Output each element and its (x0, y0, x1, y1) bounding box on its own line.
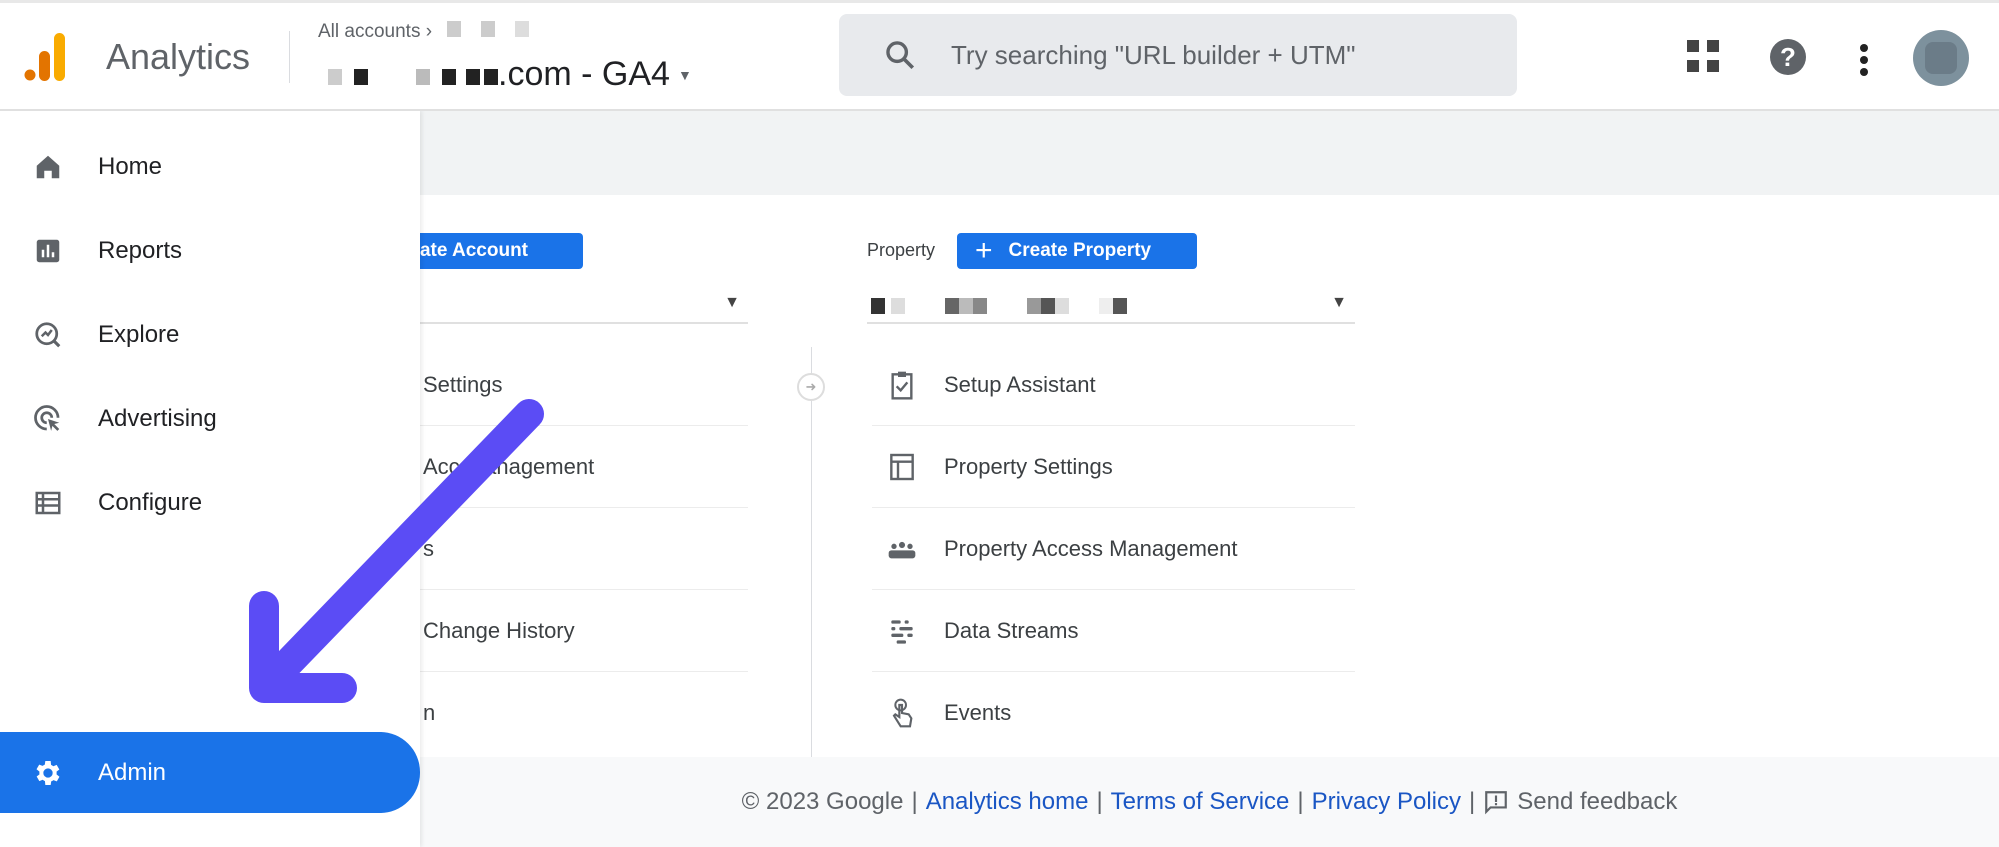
search-input[interactable]: Try searching "URL builder + UTM" (839, 14, 1517, 96)
sidebar-item-label: Reports (98, 237, 183, 264)
redacted-account-name (328, 55, 498, 94)
privacy-link[interactable]: Privacy Policy (1311, 788, 1461, 815)
property-menu-item[interactable]: Data Streams (872, 590, 1355, 672)
account-menu-item[interactable]: Change History (380, 590, 748, 672)
data-streams-icon (891, 619, 913, 644)
create-property-button[interactable]: + Create Property (957, 233, 1197, 269)
property-label: Property (867, 240, 936, 260)
advertising-icon (32, 403, 64, 435)
account-menu-item[interactable]: Acc Management (380, 426, 748, 508)
explore-icon (32, 319, 64, 351)
property-menu-item[interactable]: Events (872, 672, 1355, 754)
sidebar-item-label: Home (98, 153, 163, 180)
more-vert-icon[interactable] (1857, 43, 1871, 77)
sidebar-item-label: Explore (98, 321, 180, 348)
sidebar-item-configure[interactable]: Configure (0, 463, 420, 543)
sidebar-item-reports[interactable]: Reports (0, 211, 420, 291)
app-name: Analytics (106, 36, 251, 77)
help-icon[interactable]: ? (1770, 39, 1806, 75)
people-icon (888, 541, 916, 558)
property-menu-label: Property Settings (944, 453, 1113, 479)
terms-link[interactable]: Terms of Service (1110, 788, 1290, 815)
dropdown-arrow-icon: ▼ (724, 294, 740, 311)
touch-icon (892, 698, 913, 728)
sidebar-item-admin[interactable]: Admin (0, 732, 420, 813)
search-icon (886, 41, 915, 70)
sidebar-item-label: Configure (98, 489, 203, 516)
property-menu-label: Data Streams (944, 617, 1079, 643)
property-select[interactable]: ▼ (867, 292, 1355, 324)
sidebar-item-explore[interactable]: Explore (0, 295, 420, 375)
account-menu-label: n (423, 700, 436, 725)
redacted-property-name (871, 298, 1133, 319)
home-icon (32, 151, 64, 183)
property-menu-label: Setup Assistant (944, 371, 1096, 397)
account-menu-item[interactable]: Settings (380, 344, 748, 426)
property-menu-label: Property Access Management (944, 535, 1238, 561)
property-name: .com - GA4 (498, 55, 670, 93)
analytics-home-link[interactable]: Analytics home (925, 788, 1089, 815)
content-band (420, 111, 1999, 195)
sidebar-item-home[interactable]: Home (0, 127, 420, 207)
account-menu-label: s (423, 535, 434, 561)
arrow-right-icon: ➜ (797, 373, 825, 401)
feedback-label: Send feedback (1517, 788, 1678, 815)
divider (289, 31, 290, 83)
configure-icon (32, 487, 64, 519)
svg-text:?: ? (1780, 42, 1796, 72)
chevron-down-icon: ▼ (677, 66, 692, 83)
sidebar-item-label: Admin (98, 758, 167, 786)
sidebar-item-advertising[interactable]: Advertising (0, 379, 420, 459)
reports-icon (32, 235, 64, 267)
account-menu-label: Change History (423, 617, 575, 643)
clipboard-check-icon (891, 371, 913, 400)
create-property-label: Create Property (1008, 240, 1152, 261)
footer: © 2023 Google | Analytics home | Terms of … (420, 757, 1999, 847)
copyright: © 2023 Google (741, 788, 904, 815)
breadcrumb[interactable]: All accounts › (318, 21, 535, 43)
column-divider (811, 347, 812, 757)
sidebar: Home Reports Explore Advertising Configu… (0, 111, 420, 847)
property-menu-item[interactable]: Property Settings (872, 426, 1355, 508)
account-menu-item[interactable]: n (380, 672, 748, 754)
account-menu-label: Settings (423, 371, 503, 397)
feedback-button[interactable]: Send feedback (1483, 788, 1677, 816)
layout-icon (890, 453, 914, 480)
account-menu-item[interactable]: s (380, 508, 748, 590)
plus-icon: + (975, 234, 993, 267)
apps-grid-icon[interactable] (1687, 40, 1719, 72)
property-switcher[interactable]: .com - GA4 ▼ (328, 55, 692, 94)
search-placeholder: Try searching "URL builder + UTM" (951, 40, 1356, 70)
gear-icon (32, 757, 64, 789)
sidebar-item-label: Advertising (98, 405, 217, 432)
top-bar: Analytics All accounts › .com - GA4 ▼ Tr… (0, 0, 1999, 111)
property-menu-item[interactable]: Property Access Management (872, 508, 1355, 590)
dropdown-arrow-icon: ▼ (1331, 294, 1347, 311)
property-menu-item[interactable]: Setup Assistant (872, 344, 1355, 426)
account-select[interactable]: ▼ (380, 292, 748, 324)
property-menu-label: Events (944, 700, 1012, 725)
breadcrumb-all-accounts: All accounts (318, 21, 421, 42)
avatar[interactable] (1913, 30, 1969, 86)
feedback-icon (1485, 791, 1508, 815)
analytics-logo-icon (24, 33, 65, 81)
